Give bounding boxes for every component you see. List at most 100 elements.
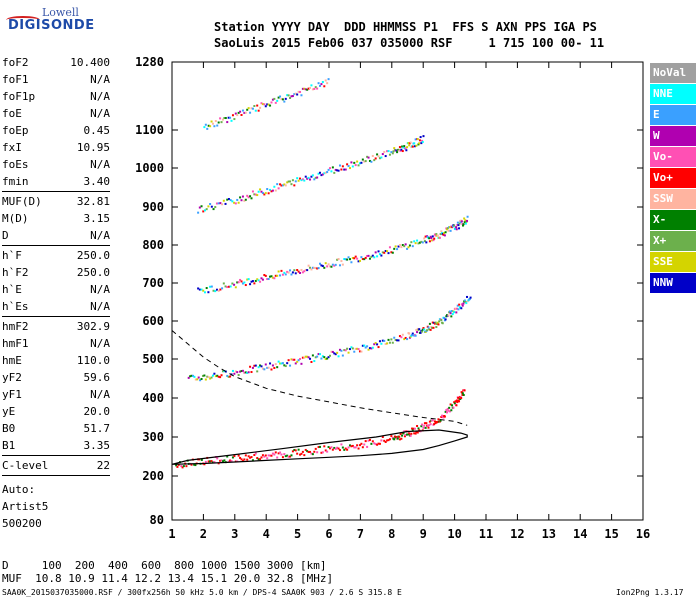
echo-point [384, 342, 387, 345]
param-name: D [2, 229, 9, 242]
echo-point [425, 422, 428, 425]
param-value: 10.400 [70, 56, 110, 69]
echo-point [221, 460, 224, 463]
echo-point [294, 449, 297, 452]
echo-point [337, 169, 340, 172]
echo-point [209, 203, 212, 206]
echo-point [314, 447, 317, 450]
x-tick-label: 16 [636, 527, 650, 541]
x-tick-label: 2 [200, 527, 207, 541]
echo-point [357, 348, 360, 351]
echo-point [425, 241, 428, 244]
echo-point [408, 144, 411, 147]
echo-point [443, 415, 446, 418]
echo-point [398, 149, 401, 152]
param-row: h`F2 250.0 [2, 264, 110, 281]
echo-point [284, 97, 287, 100]
echo-point [391, 152, 394, 155]
echo-point [304, 175, 307, 178]
echo-point [363, 443, 366, 446]
echo-point [414, 242, 417, 245]
echo-point [266, 366, 269, 369]
echo-point [239, 110, 242, 113]
echo-point [273, 185, 276, 188]
echo-point [450, 315, 453, 318]
echo-point [264, 274, 267, 277]
echo-point [366, 254, 369, 257]
echo-point [416, 331, 419, 334]
echo-point [376, 153, 379, 156]
echo-point [316, 267, 319, 270]
echo-point [234, 370, 237, 373]
echo-point [329, 167, 331, 170]
echo-point [347, 351, 350, 354]
echo-point [293, 448, 296, 451]
param-name: hmF1 [2, 337, 29, 350]
echo-point [398, 438, 401, 441]
echo-point [433, 322, 436, 325]
echo-point [333, 171, 336, 174]
echo-point [276, 99, 279, 102]
param-row: hmE 110.0 [2, 352, 110, 369]
echo-point [259, 106, 262, 109]
echo-point [388, 341, 391, 344]
echo-point [286, 181, 289, 184]
echo-point [289, 269, 292, 272]
echo-point [311, 453, 314, 456]
echo-point [289, 96, 292, 99]
echo-point [411, 427, 414, 430]
echo-point [231, 200, 234, 203]
echo-point [294, 92, 297, 95]
echo-point [448, 406, 451, 409]
echo-point [348, 444, 351, 447]
echo-point [330, 265, 333, 268]
echo-point [380, 156, 383, 159]
echo-point [299, 90, 302, 93]
echo-point [391, 341, 394, 344]
echo-point [449, 403, 452, 406]
echo-point [354, 347, 357, 350]
echo-point [380, 254, 383, 257]
echo-point [214, 375, 217, 378]
echo-point [451, 225, 454, 228]
echo-point [260, 277, 263, 280]
echo-point [413, 427, 416, 430]
echo-point [289, 180, 292, 183]
echo-point [364, 440, 367, 443]
echo-point [414, 138, 417, 141]
echo-point [271, 452, 274, 455]
echo-point [240, 370, 243, 373]
echo-point [211, 122, 214, 125]
echo-point [250, 197, 253, 200]
echo-point [363, 258, 366, 261]
echo-point [226, 374, 229, 377]
echo-point [460, 396, 463, 399]
echo-point [343, 448, 346, 451]
echo-point [301, 450, 304, 453]
echo-point [428, 420, 431, 423]
echo-point [331, 350, 334, 353]
echo-point [237, 201, 240, 204]
echo-point [408, 432, 411, 435]
echo-point [311, 174, 314, 177]
echo-point [219, 376, 222, 379]
echo-point [443, 316, 446, 319]
echo-point [254, 279, 257, 282]
echo-point [276, 274, 279, 277]
echo-point [216, 374, 219, 377]
echo-point [283, 183, 286, 186]
echo-point [270, 368, 273, 371]
echo-point [464, 219, 467, 222]
echo-point [436, 234, 439, 237]
echo-point [321, 81, 324, 84]
echo-point [404, 147, 407, 150]
echo-point [267, 366, 270, 369]
echo-point [263, 273, 266, 276]
y-tick-label: 500 [142, 352, 164, 366]
echo-point [398, 435, 401, 438]
echo-point [205, 208, 208, 211]
echo-point [443, 232, 446, 235]
echo-point [410, 241, 413, 244]
echo-point [226, 121, 229, 124]
echo-point [310, 452, 313, 455]
